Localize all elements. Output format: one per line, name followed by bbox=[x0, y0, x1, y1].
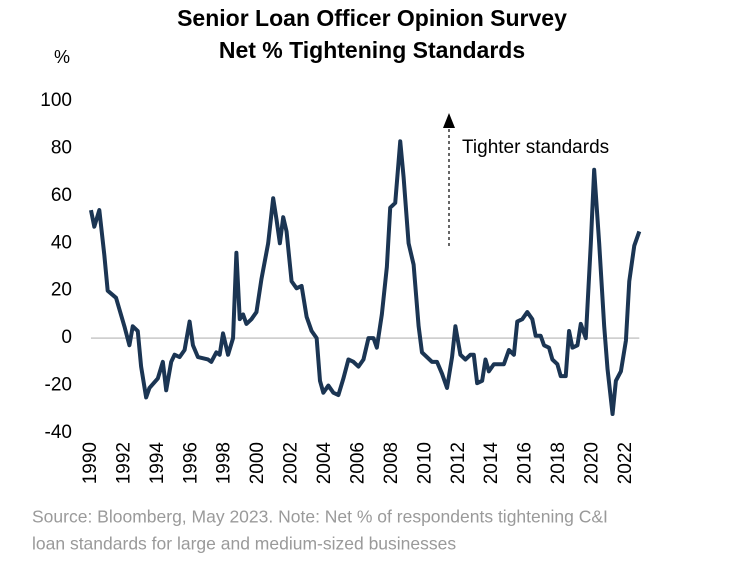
y-axis-label: % bbox=[54, 47, 70, 67]
x-tick-label: 2016 bbox=[515, 442, 536, 484]
y-tick-label: -20 bbox=[45, 375, 72, 396]
y-tick-label: 40 bbox=[51, 232, 72, 253]
x-tick-label: 2006 bbox=[347, 442, 368, 484]
chart-subtitle: Net % Tightening Standards bbox=[219, 37, 525, 63]
x-tick-label: 1994 bbox=[147, 442, 168, 485]
annotation: Tighter standards bbox=[462, 137, 609, 158]
x-tick-label: 2020 bbox=[582, 442, 603, 484]
x-tick-label: 1998 bbox=[214, 442, 235, 484]
y-tick-label: 80 bbox=[51, 137, 72, 158]
chart-title: Senior Loan Officer Opinion Survey bbox=[177, 5, 567, 31]
x-tick-label: 2014 bbox=[481, 442, 502, 485]
x-tick-label: 1990 bbox=[80, 442, 101, 484]
x-tick-label: 2004 bbox=[314, 442, 335, 485]
y-tick-label: 60 bbox=[51, 185, 72, 206]
x-tick-label: 2018 bbox=[548, 442, 569, 484]
x-tick-label: 2012 bbox=[448, 442, 469, 484]
y-tick-label: 0 bbox=[61, 327, 72, 348]
y-tick-label: -40 bbox=[45, 422, 72, 443]
line-series bbox=[88, 139, 642, 417]
y-tick-label: 100 bbox=[40, 90, 72, 111]
x-tick-label: 2008 bbox=[381, 442, 402, 484]
x-tick-label: 2010 bbox=[414, 442, 435, 484]
source-note: loan standards for large and medium-size… bbox=[32, 534, 456, 554]
arrow-head bbox=[443, 113, 455, 128]
x-tick-label: 1996 bbox=[180, 442, 201, 484]
x-tick-label: 2002 bbox=[281, 442, 302, 484]
source-note: Source: Bloomberg, May 2023. Note: Net %… bbox=[32, 507, 608, 527]
y-tick-label: 20 bbox=[51, 280, 72, 301]
x-tick-label: 2000 bbox=[247, 442, 268, 484]
x-tick-label: 2022 bbox=[615, 442, 636, 484]
x-tick-label: 1992 bbox=[113, 442, 134, 484]
